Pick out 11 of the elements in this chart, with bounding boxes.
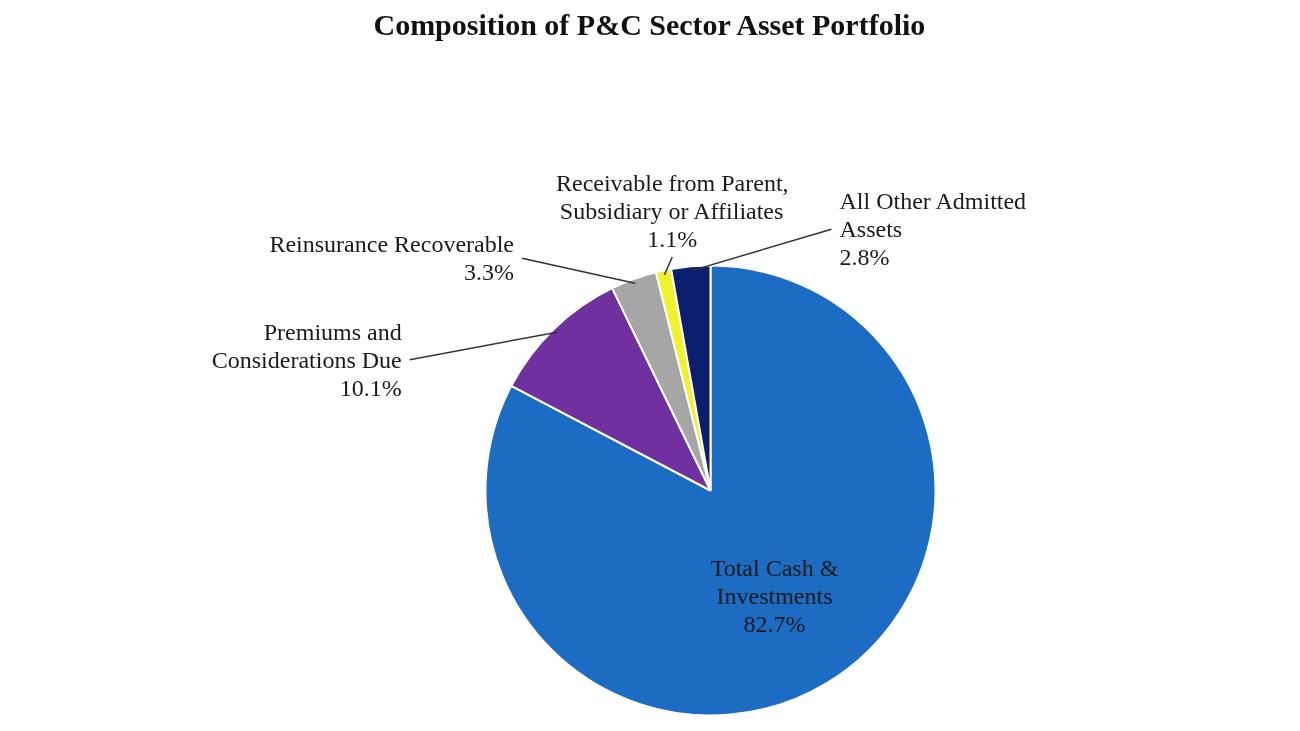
slice-label: Total Cash & Investments (710, 555, 839, 610)
data-label: 10.1% (339, 374, 402, 401)
slice-label: Reinsurance Recoverable (269, 231, 514, 258)
slice-label: Receivable from Parent, Subsidiary or Affiliates (555, 169, 789, 224)
data-label: 82.7% (743, 611, 806, 638)
slice-label: Premiums and Considerations Due (211, 318, 402, 373)
slice-label: All Other Admitted Assets (839, 188, 1027, 243)
data-label: 1.1% (647, 225, 698, 252)
data-label: 2.8% (839, 244, 890, 271)
chart-title: Composition of P&C Sector Asset Portfolio (373, 7, 926, 41)
data-label: 3.3% (464, 259, 514, 286)
